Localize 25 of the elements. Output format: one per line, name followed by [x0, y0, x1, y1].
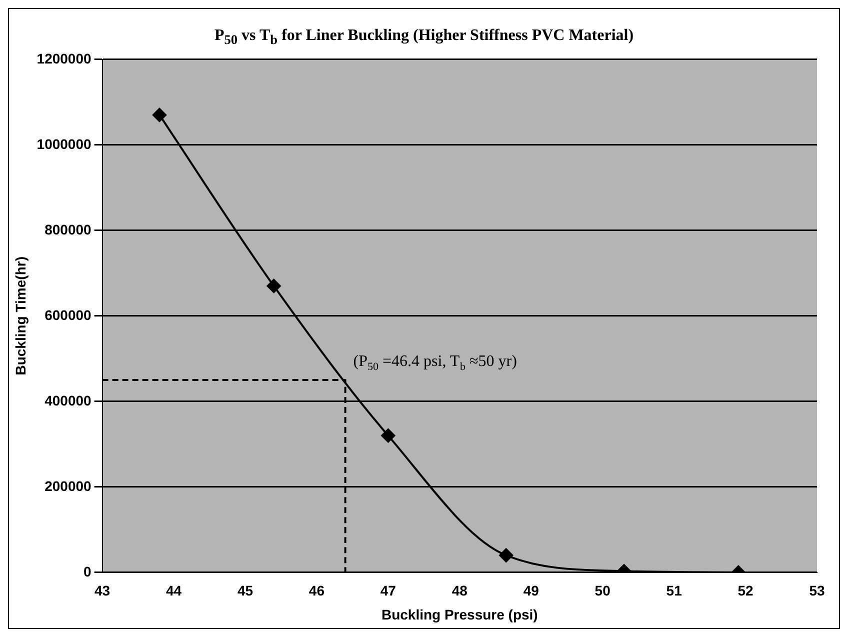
y-tick-label: 1000000: [36, 136, 92, 152]
y-tick-label: 800000: [44, 221, 92, 238]
x-tick-label: 51: [666, 582, 682, 599]
y-axis-title: Buckling Time(hr): [12, 256, 28, 376]
x-tick-label: 48: [452, 582, 468, 599]
chart-title: P$_{50}$ vs T$_{b}$ for Liner Buckling (Higher Stiffness PVC Material): [213, 26, 635, 48]
x-tick-label: 46: [308, 582, 325, 599]
x-tick-label: 47: [380, 582, 396, 599]
point: [381, 428, 396, 443]
x-axis-title: Buckling Pressure (psi): [381, 606, 538, 623]
x-tick-label: 43: [94, 582, 110, 599]
y-tick-label: 200000: [44, 478, 92, 494]
y-tick-label: 600000: [44, 306, 92, 323]
x-tick-label: 45: [237, 582, 254, 599]
x-tick-label: 50: [594, 582, 611, 599]
y-tick-label: 400000: [44, 392, 92, 408]
x-tick-label: 53: [809, 582, 825, 599]
x-tick-label: 52: [738, 582, 754, 599]
y-tick-label: 0: [84, 563, 92, 580]
x-tick-label: 44: [166, 582, 182, 599]
point: [499, 548, 514, 562]
point: [152, 108, 166, 122]
y-tick-label: 1200000: [36, 50, 92, 66]
point: [266, 279, 281, 294]
x-tick-label: 49: [523, 582, 540, 599]
